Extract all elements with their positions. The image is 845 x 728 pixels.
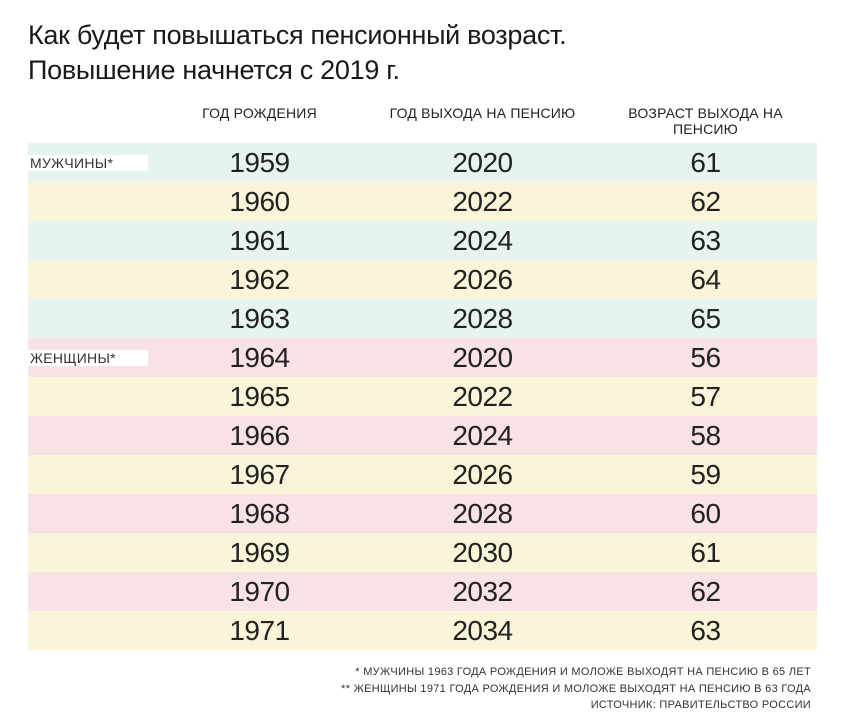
cell-birth: 1959 [148,147,371,179]
table-row: ЖЕНЩИНЫ*1964202056 [28,338,817,377]
cell-retire: 2022 [371,381,594,413]
cell-age: 64 [594,264,817,296]
cell-birth: 1966 [148,420,371,452]
cell-age: 61 [594,537,817,569]
table-row: 1967202659 [28,455,817,494]
pension-table: ГОД РОЖДЕНИЯ ГОД ВЫХОДА НА ПЕНСИЮ ВОЗРАС… [28,105,817,650]
cell-retire: 2026 [371,459,594,491]
header-retire-age: ВОЗРАСТ ВЫХОДА НА ПЕНСИЮ [594,105,817,137]
cell-birth: 1968 [148,498,371,530]
footnote-line: ** ЖЕНЩИНЫ 1971 ГОДА РОЖДЕНИЯ И МОЛОЖЕ В… [28,681,811,698]
cell-retire: 2024 [371,225,594,257]
title-line-2: Повышение начнется с 2019 г. [28,55,400,85]
footnotes: * МУЖЧИНЫ 1963 ГОДА РОЖДЕНИЯ И МОЛОЖЕ ВЫ… [28,664,817,714]
cell-birth: 1970 [148,576,371,608]
cell-age: 62 [594,186,817,218]
table-row: 1960202262 [28,182,817,221]
cell-birth: 1969 [148,537,371,569]
cell-age: 65 [594,303,817,335]
cell-retire: 2030 [371,537,594,569]
group-label: ЖЕНЩИНЫ* [28,350,148,366]
cell-retire: 2028 [371,303,594,335]
cell-birth: 1964 [148,342,371,374]
cell-retire: 2032 [371,576,594,608]
cell-birth: 1971 [148,615,371,647]
table-row: 1970203262 [28,572,817,611]
infographic-container: Как будет повышаться пенсионный возраст.… [0,0,845,726]
table-row: 1965202257 [28,377,817,416]
table-header-row: ГОД РОЖДЕНИЯ ГОД ВЫХОДА НА ПЕНСИЮ ВОЗРАС… [28,105,817,137]
table-row: 1969203061 [28,533,817,572]
table-row: 1962202664 [28,260,817,299]
cell-birth: 1965 [148,381,371,413]
table-row: 1963202865 [28,299,817,338]
cell-retire: 2020 [371,342,594,374]
cell-birth: 1960 [148,186,371,218]
cell-retire: 2020 [371,147,594,179]
cell-retire: 2028 [371,498,594,530]
header-retire-year: ГОД ВЫХОДА НА ПЕНСИЮ [371,105,594,137]
cell-age: 56 [594,342,817,374]
table-row: 1968202860 [28,494,817,533]
table-row: 1961202463 [28,221,817,260]
table-row: 1971203463 [28,611,817,650]
footnote-line: * МУЖЧИНЫ 1963 ГОДА РОЖДЕНИЯ И МОЛОЖЕ ВЫ… [28,664,811,681]
cell-retire: 2026 [371,264,594,296]
cell-age: 61 [594,147,817,179]
cell-age: 58 [594,420,817,452]
cell-age: 57 [594,381,817,413]
table-body: МУЖЧИНЫ*19592020611960202262196120246319… [28,143,817,650]
table-row: МУЖЧИНЫ*1959202061 [28,143,817,182]
footnote-line: ИСТОЧНИК: ПРАВИТЕЛЬСТВО РОССИИ [28,697,811,714]
cell-retire: 2034 [371,615,594,647]
title-line-1: Как будет повышаться пенсионный возраст. [28,20,566,50]
cell-birth: 1961 [148,225,371,257]
cell-age: 59 [594,459,817,491]
cell-retire: 2024 [371,420,594,452]
cell-birth: 1963 [148,303,371,335]
cell-retire: 2022 [371,186,594,218]
cell-age: 62 [594,576,817,608]
page-title: Как будет повышаться пенсионный возраст.… [28,18,817,87]
cell-age: 63 [594,615,817,647]
cell-age: 63 [594,225,817,257]
cell-birth: 1967 [148,459,371,491]
header-birth-year: ГОД РОЖДЕНИЯ [148,105,371,137]
cell-birth: 1962 [148,264,371,296]
header-label-col [28,105,148,137]
cell-age: 60 [594,498,817,530]
table-row: 1966202458 [28,416,817,455]
group-label: МУЖЧИНЫ* [28,155,148,171]
